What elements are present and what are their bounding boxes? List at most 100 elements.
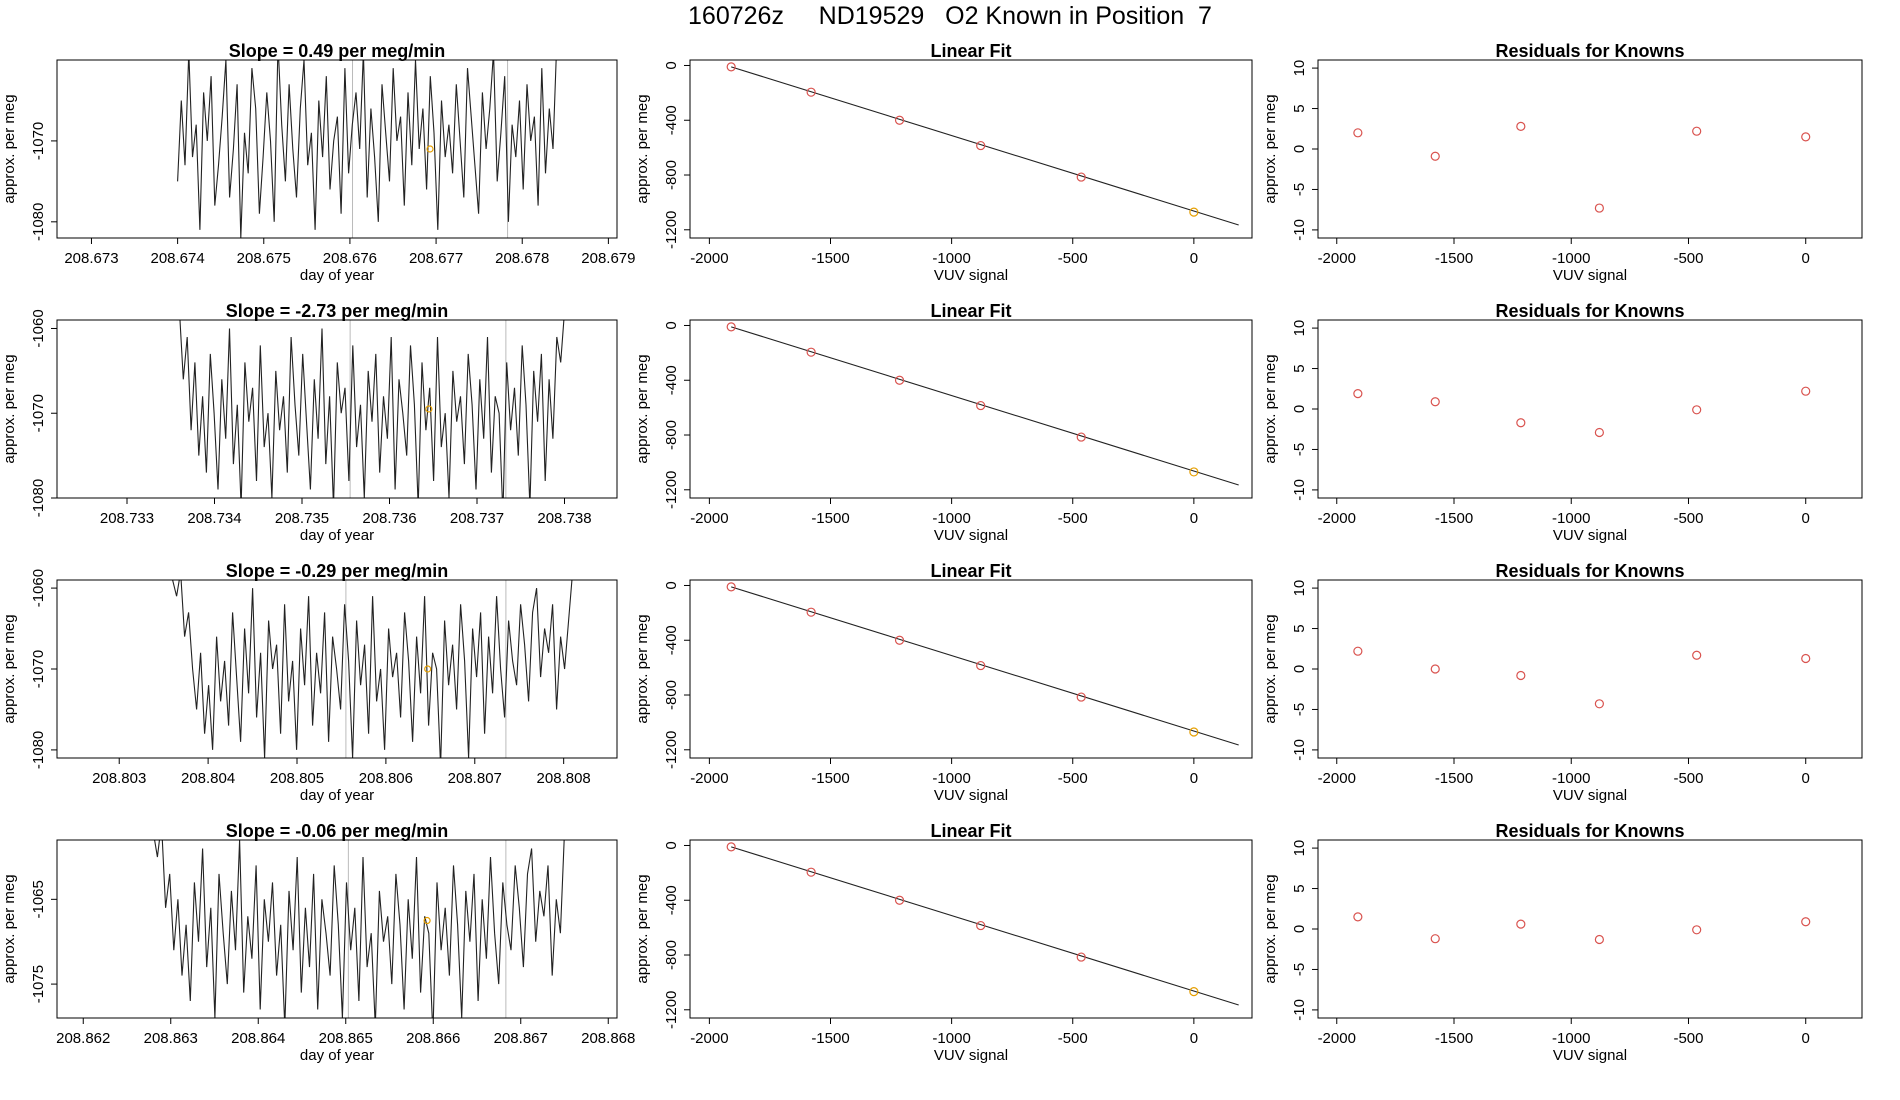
data-point xyxy=(1594,699,1604,709)
x-tick-label: 208.805 xyxy=(270,770,324,787)
data-point xyxy=(894,895,905,905)
x-tick-label: -1000 xyxy=(932,250,970,267)
y-tick-label: 5 xyxy=(1291,884,1308,892)
x-tick-label: -500 xyxy=(1058,1030,1088,1047)
data-point xyxy=(894,115,905,125)
y-axis-label: approx. per meg xyxy=(1,354,18,463)
plot-frame xyxy=(689,59,1253,239)
x-tick-label: 0 xyxy=(1190,770,1198,787)
known-point xyxy=(1189,987,1199,997)
data-point xyxy=(1594,934,1604,945)
x-tick-label: 208.675 xyxy=(237,250,291,267)
y-tick-label: -400 xyxy=(663,105,680,135)
data-point xyxy=(1353,912,1363,922)
x-tick-label: -2000 xyxy=(690,770,728,787)
x-tick-label: 208.868 xyxy=(581,1030,635,1047)
x-axis-label: day of year xyxy=(300,787,374,804)
y-tick-label: 5 xyxy=(1291,624,1308,632)
panel-title: Slope = -2.73 per meg/min xyxy=(226,301,449,321)
y-tick-label: 0 xyxy=(1291,405,1308,413)
plot-frame xyxy=(56,839,618,1019)
panel-title: Linear Fit xyxy=(930,41,1011,61)
y-tick-label: -1080 xyxy=(30,203,47,241)
data-point xyxy=(976,920,986,931)
x-tick-label: -500 xyxy=(1673,770,1703,787)
x-tick-label: 208.864 xyxy=(231,1030,285,1047)
y-tick-label: -400 xyxy=(663,625,680,655)
x-axis-label: VUV signal xyxy=(1553,267,1627,284)
x-tick-label: 208.673 xyxy=(64,250,118,267)
y-axis-label: approx. per meg xyxy=(1,94,18,203)
data-point xyxy=(1692,405,1702,415)
data-point xyxy=(1430,397,1440,407)
data-point xyxy=(726,322,736,332)
x-tick-label: -500 xyxy=(1058,510,1088,527)
panel-title: Slope = -0.06 per meg/min xyxy=(226,821,449,841)
y-axis-label: approx. per meg xyxy=(1262,354,1279,463)
y-tick-label: -1070 xyxy=(30,650,47,688)
data-point xyxy=(1430,664,1440,674)
x-tick-label: -1500 xyxy=(1435,250,1473,267)
x-tick-label: 208.677 xyxy=(409,250,463,267)
y-tick-label: 0 xyxy=(1291,145,1308,153)
x-tick-label: 208.804 xyxy=(181,770,235,787)
x-tick-label: 208.678 xyxy=(495,250,549,267)
data-point xyxy=(1692,650,1702,660)
x-tick-label: 208.867 xyxy=(494,1030,548,1047)
data-point xyxy=(1594,203,1604,213)
x-tick-label: 0 xyxy=(1802,250,1810,267)
data-trace xyxy=(177,60,557,238)
data-point xyxy=(1516,919,1526,929)
data-trace xyxy=(179,320,565,498)
y-tick-label: -1065 xyxy=(30,880,47,918)
x-tick-label: 208.735 xyxy=(275,510,329,527)
x-axis-label: VUV signal xyxy=(934,1047,1008,1064)
data-point xyxy=(1076,952,1086,962)
known-point xyxy=(1189,727,1199,737)
y-tick-label: -1200 xyxy=(663,211,680,249)
data-point xyxy=(1801,132,1811,142)
data-point xyxy=(1430,151,1440,161)
data-point xyxy=(726,582,736,592)
known-point xyxy=(1189,467,1199,477)
x-tick-label: -500 xyxy=(1058,250,1088,267)
x-axis-label: day of year xyxy=(300,527,374,544)
x-tick-label: 208.803 xyxy=(92,770,146,787)
y-axis-label: approx. per meg xyxy=(1262,874,1279,983)
y-tick-label: 0 xyxy=(1291,925,1308,933)
y-tick-label: 10 xyxy=(1291,580,1308,597)
highlight-point xyxy=(426,145,434,153)
data-point xyxy=(1076,692,1086,702)
x-tick-label: -1000 xyxy=(1552,770,1590,787)
data-point xyxy=(976,140,986,151)
x-axis-label: VUV signal xyxy=(1553,787,1627,804)
y-tick-label: -10 xyxy=(1291,479,1308,501)
data-point xyxy=(1516,418,1526,428)
y-axis-label: approx. per meg xyxy=(1,874,18,983)
x-tick-label: 0 xyxy=(1802,510,1810,527)
plot-frame xyxy=(1317,59,1863,239)
plot-frame xyxy=(1317,579,1863,759)
data-point xyxy=(1692,126,1702,136)
x-tick-label: 208.733 xyxy=(100,510,154,527)
y-axis-label: approx. per meg xyxy=(634,614,651,723)
y-tick-label: -5 xyxy=(1291,703,1308,716)
data-point xyxy=(1353,389,1363,399)
panel-title: Residuals for Knowns xyxy=(1495,821,1684,841)
y-tick-label: -1070 xyxy=(30,122,47,160)
x-tick-label: -1000 xyxy=(932,770,970,787)
data-point xyxy=(806,347,816,357)
x-tick-label: -2000 xyxy=(1318,510,1356,527)
x-tick-label: -2000 xyxy=(1318,1030,1356,1047)
y-tick-label: -1060 xyxy=(30,569,47,607)
x-tick-label: -1000 xyxy=(1552,250,1590,267)
y-tick-label: -800 xyxy=(663,940,680,970)
y-tick-label: -10 xyxy=(1291,999,1308,1021)
y-tick-label: -5 xyxy=(1291,443,1308,456)
y-tick-label: -1060 xyxy=(30,309,47,347)
y-tick-label: 0 xyxy=(663,841,680,849)
y-tick-label: 10 xyxy=(1291,60,1308,77)
plot-frame xyxy=(56,319,618,499)
x-tick-label: -1500 xyxy=(1435,1030,1473,1047)
panel-title: Slope = 0.49 per meg/min xyxy=(229,41,446,61)
